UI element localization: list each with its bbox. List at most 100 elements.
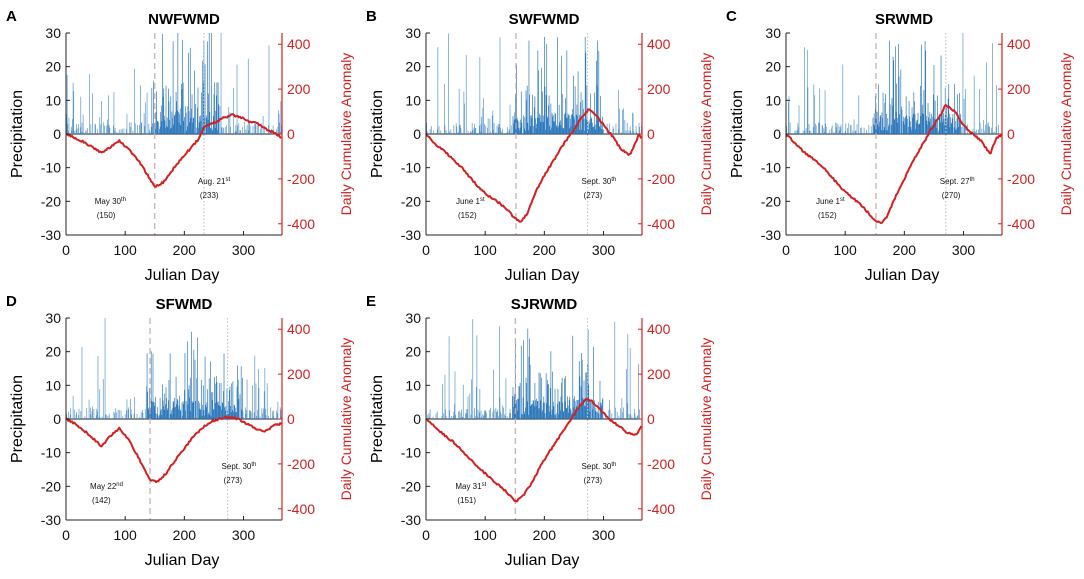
- precip-bar: [127, 409, 129, 419]
- precip-bar: [102, 122, 104, 134]
- precip-bar: [233, 411, 234, 419]
- y-right-tick-label: 400: [287, 321, 311, 337]
- precip-bar: [230, 412, 232, 419]
- precip-bar: [550, 351, 552, 419]
- precip-bar: [254, 355, 256, 419]
- precip-bar: [146, 386, 147, 419]
- precip-bar: [484, 411, 486, 419]
- precip-bar: [228, 107, 230, 134]
- precip-bar: [593, 127, 594, 134]
- precip-bar: [603, 129, 604, 134]
- precip-bar: [589, 411, 591, 419]
- precip-bar: [993, 131, 995, 134]
- onset-annotation: June 1st: [816, 197, 845, 206]
- precip-bar: [573, 75, 574, 134]
- precip-bar: [458, 131, 459, 134]
- precip-bar: [155, 396, 156, 419]
- precip-bar: [925, 115, 927, 134]
- precip-bar: [193, 117, 195, 134]
- precip-bar: [168, 101, 170, 134]
- precip-bar: [163, 393, 165, 419]
- precip-bar: [278, 110, 279, 134]
- precip-bar: [908, 126, 909, 134]
- precip-bar: [236, 386, 238, 419]
- x-tick-label: 0: [62, 242, 70, 258]
- x-tick-label: 200: [173, 242, 197, 258]
- precip-bar: [534, 382, 536, 419]
- precip-bar: [514, 393, 516, 419]
- precip-bar: [106, 414, 108, 419]
- y-left-axis-label: Precipitation: [729, 90, 746, 178]
- precip-bar: [958, 115, 960, 134]
- y-right-tick-label: 200: [287, 81, 311, 97]
- y-left-tick-label: 30: [45, 25, 61, 41]
- precip-bar: [478, 125, 480, 134]
- precip-bar: [953, 127, 955, 134]
- precip-bar: [162, 96, 164, 134]
- precip-bar: [163, 406, 164, 419]
- precip-bar: [240, 366, 242, 419]
- precip-bar: [99, 124, 101, 134]
- precip-bar: [570, 126, 572, 134]
- precip-bar: [593, 126, 595, 134]
- y-left-tick-label: -30: [401, 227, 421, 243]
- precip-bar: [257, 124, 259, 134]
- precip-bar: [937, 95, 938, 134]
- precip-bar: [578, 360, 580, 419]
- precip-bar: [116, 131, 118, 134]
- precip-bar: [879, 121, 880, 134]
- precip-bar: [223, 391, 224, 419]
- y-left-axis-label: Precipitation: [9, 375, 26, 463]
- precip-bar: [539, 408, 540, 419]
- y-right-tick-label: -400: [287, 216, 315, 232]
- precip-bar: [187, 106, 189, 134]
- precip-bar: [913, 92, 915, 134]
- precip-bar: [168, 88, 169, 134]
- precip-bar: [165, 127, 166, 134]
- precip-bar: [184, 117, 185, 134]
- precip-bar: [992, 132, 994, 134]
- precip-bar: [952, 113, 954, 134]
- precip-bar: [519, 130, 520, 134]
- precip-bar: [850, 124, 852, 134]
- precip-bar: [892, 105, 893, 134]
- precip-bar: [874, 125, 876, 134]
- precip-bar: [542, 122, 544, 134]
- precip-bar: [182, 40, 183, 134]
- precip-bar: [199, 116, 201, 134]
- y-left-tick-label: 30: [405, 25, 421, 41]
- precip-bar: [829, 129, 831, 134]
- precip-bar: [467, 396, 469, 419]
- precip-bar: [80, 411, 82, 419]
- precip-bar: [574, 86, 576, 134]
- precip-bar: [592, 409, 594, 419]
- precip-bar: [940, 55, 942, 134]
- precip-bar: [156, 91, 157, 134]
- x-tick-label: 300: [592, 242, 616, 258]
- precip-bar: [889, 104, 891, 134]
- chart-title: SJRWMD: [511, 296, 578, 313]
- precip-bar: [174, 407, 176, 419]
- y-right-tick-label: 0: [647, 126, 655, 142]
- precip-bar: [170, 410, 172, 419]
- precip-bar: [868, 124, 870, 134]
- y-right-tick-label: 0: [287, 411, 295, 427]
- x-axis-label: Julian Day: [865, 267, 940, 284]
- precip-bar: [480, 410, 482, 419]
- precip-bar: [183, 404, 185, 419]
- precip-bar: [229, 386, 231, 419]
- precip-bar: [597, 401, 599, 419]
- precip-bar: [530, 404, 532, 419]
- precip-bar: [512, 115, 514, 134]
- precip-bar: [598, 413, 600, 419]
- precip-bar: [948, 113, 950, 134]
- retreat-day-label: (270): [942, 191, 961, 200]
- precip-bar: [563, 128, 565, 134]
- precip-bar: [173, 124, 175, 134]
- precip-bar: [501, 128, 503, 134]
- precip-bar: [178, 122, 180, 134]
- precip-bar: [956, 128, 957, 134]
- precip-bar: [179, 113, 180, 134]
- x-tick-label: 200: [893, 242, 917, 258]
